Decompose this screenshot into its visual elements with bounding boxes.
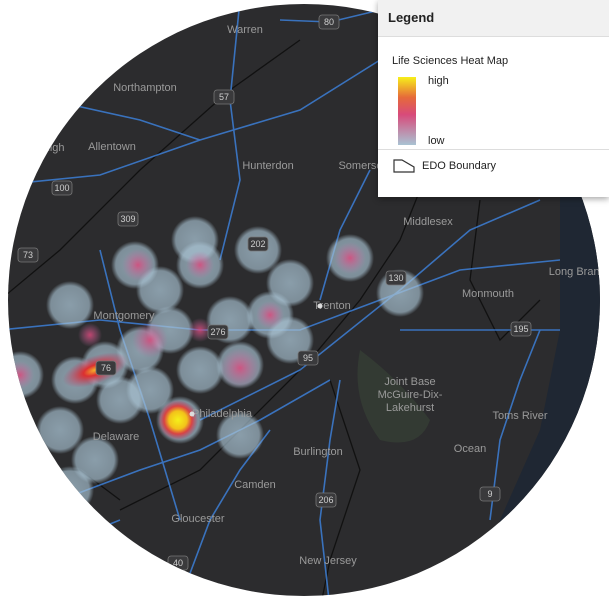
city-dot [189,411,195,417]
place-label: Camden [234,479,276,491]
highway-label: 73 [23,250,33,260]
highway-shield [51,180,73,196]
heat-core [8,361,34,389]
highway-shield [17,247,39,263]
highway-label: 202 [250,239,265,249]
highway-label: 9 [487,489,492,499]
place-label: Monmouth [462,288,514,300]
legend-title: Legend [378,0,609,37]
place-label: Warren [227,24,263,36]
boundary-icon [393,159,415,173]
highway-shield [510,321,532,337]
highway-label: 309 [120,214,135,224]
place-label: McGuire-Dix- [378,389,443,401]
legend-layer: Life Sciences Heat Map [392,55,509,67]
place-label: New Jersey [299,555,357,567]
heat-halo [136,266,184,314]
heat-halo [36,406,84,454]
highway-shield [315,492,337,508]
highway-shield [385,270,407,286]
labels: Warren Northampton Allentown Lehigh Hunterdo… [17,14,609,571]
heat-core [158,400,198,440]
place-label: Lakehurst [386,402,434,414]
highway-label: 195 [513,324,528,334]
highway-label: 95 [303,353,313,363]
place-label: Burlington [293,446,343,458]
legend-high: high [428,75,449,87]
highway-label: 276 [210,327,225,337]
legend-low: low [428,135,445,147]
place-label: Middlesex [403,216,453,228]
legend-scale: high low [398,75,609,147]
legend-boundary: EDO Boundary [422,160,496,172]
highway-label: 80 [324,17,334,27]
highway-label: 40 [173,558,183,568]
highway-label: 57 [219,92,229,102]
heat-halo [176,346,224,394]
place-label: Gloucester [171,513,225,525]
place-label: Trenton [313,300,351,312]
place-label: Philadelphia [192,408,253,420]
forest [357,350,430,443]
highway-shield [479,486,501,502]
place-label: Joint Base [384,376,435,388]
place-label: Hunterdon [242,160,293,172]
heat-halo [126,366,174,414]
city-dot [317,303,323,309]
place-label: Delaware [93,431,139,443]
highway-shield [297,350,319,366]
place-label: Long Branch [549,266,609,278]
heat-core [132,322,168,358]
heat-core [122,249,154,281]
highway-label: 130 [388,273,403,283]
place-label: Montgomery [93,310,155,322]
place-label: Lehigh [31,142,64,154]
heat-halo [46,281,94,329]
legend-boundary-row: EDO Boundary [378,149,609,182]
place-label: Somerset [338,160,385,172]
place-label: Allentown [88,141,136,153]
heat-core [220,348,260,388]
highway-shield [117,211,139,227]
place-label: Northampton [113,82,177,94]
place-label: Ocean [454,443,486,455]
heat-halo [216,411,264,459]
legend-gradient [398,77,416,145]
heat-halo [46,466,94,514]
highway-shield [207,324,229,340]
heat-core [256,301,284,329]
highway-label: 206 [318,495,333,505]
heat-layer [8,216,424,514]
heat-core [186,251,214,279]
heat-core [78,323,102,347]
place-label: Toms River [492,410,547,422]
highway-shield [247,236,269,252]
highway-shield [318,14,340,30]
highway-label: 100 [54,183,69,193]
heat-core [334,242,366,274]
legend-panel: Legend Life Sciences Heat Map high low E… [378,0,609,197]
highway-shield [213,89,235,105]
highway-label: 76 [101,363,111,373]
heat-core [188,318,212,342]
highway-shield [95,360,117,376]
